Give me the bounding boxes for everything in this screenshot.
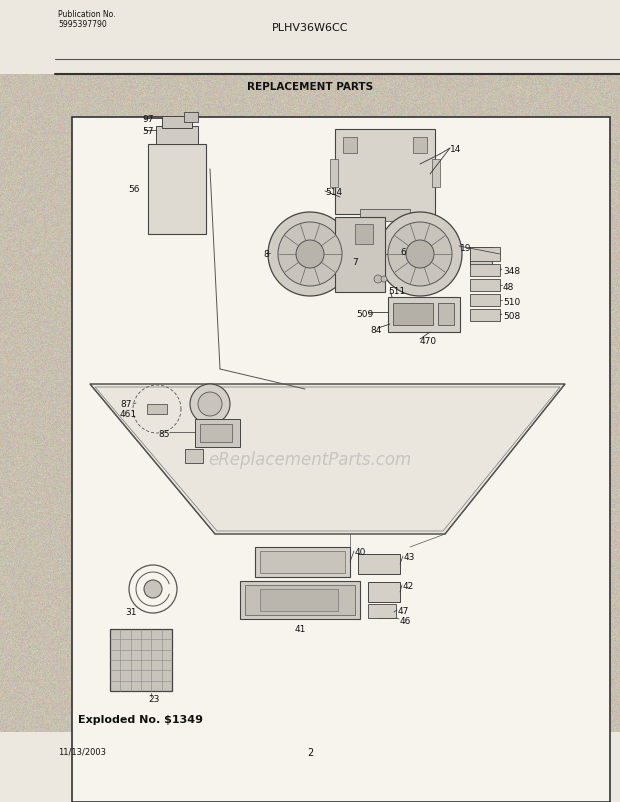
Bar xyxy=(110,630,172,691)
Bar xyxy=(393,304,433,326)
Bar xyxy=(330,160,338,188)
Text: 11/13/2003: 11/13/2003 xyxy=(58,747,106,756)
Text: 508: 508 xyxy=(503,312,520,321)
Text: 470: 470 xyxy=(420,337,437,346)
Text: PLHV36W6CC: PLHV36W6CC xyxy=(272,23,348,33)
Text: Publication No.: Publication No. xyxy=(58,10,115,19)
Bar xyxy=(335,217,385,293)
Circle shape xyxy=(268,213,352,297)
Text: 48: 48 xyxy=(503,282,515,292)
Text: 14: 14 xyxy=(450,145,461,154)
Bar xyxy=(358,554,400,574)
Text: 461: 461 xyxy=(120,410,137,419)
Bar xyxy=(470,248,492,265)
Text: 509: 509 xyxy=(356,310,373,318)
Bar xyxy=(260,551,345,573)
Text: 2: 2 xyxy=(307,747,313,757)
Text: 87: 87 xyxy=(120,399,131,408)
Text: 8: 8 xyxy=(263,249,268,259)
Bar xyxy=(260,589,338,611)
Text: REPLACEMENT PARTS: REPLACEMENT PARTS xyxy=(247,82,373,92)
Bar xyxy=(185,449,203,464)
Text: 46: 46 xyxy=(400,616,412,626)
Text: 7: 7 xyxy=(352,257,358,267)
Bar xyxy=(0,732,620,802)
Bar xyxy=(343,138,357,154)
Bar xyxy=(388,298,460,333)
Bar xyxy=(162,117,192,129)
Bar xyxy=(360,210,410,221)
Text: 43: 43 xyxy=(404,553,415,561)
Circle shape xyxy=(278,223,342,286)
Text: 510: 510 xyxy=(503,298,520,306)
Circle shape xyxy=(190,384,230,424)
Bar xyxy=(335,130,435,215)
Circle shape xyxy=(378,213,462,297)
Text: 19: 19 xyxy=(460,244,471,253)
Text: 97: 97 xyxy=(142,115,154,124)
Bar xyxy=(240,581,360,619)
Bar xyxy=(148,145,206,235)
Bar xyxy=(72,118,610,802)
Bar xyxy=(470,248,500,261)
Text: 84: 84 xyxy=(370,326,381,334)
Polygon shape xyxy=(90,384,565,534)
Circle shape xyxy=(296,241,324,269)
Circle shape xyxy=(388,223,452,286)
Text: 514: 514 xyxy=(325,188,342,196)
Text: 23: 23 xyxy=(148,695,159,703)
Circle shape xyxy=(406,241,434,269)
Text: 5995397790: 5995397790 xyxy=(58,20,107,29)
Bar xyxy=(432,160,440,188)
Bar xyxy=(245,585,355,615)
Circle shape xyxy=(381,277,387,282)
Text: 31: 31 xyxy=(125,607,136,616)
Bar xyxy=(470,265,500,277)
Text: 57: 57 xyxy=(142,127,154,136)
Circle shape xyxy=(144,581,162,598)
Bar xyxy=(470,294,500,306)
Bar xyxy=(438,304,454,326)
Text: 348: 348 xyxy=(503,267,520,276)
Bar xyxy=(0,0,620,75)
Text: 40: 40 xyxy=(355,547,366,557)
Bar xyxy=(355,225,373,245)
Text: 511: 511 xyxy=(388,286,405,296)
Circle shape xyxy=(374,276,382,284)
Text: 41: 41 xyxy=(294,624,306,634)
Bar xyxy=(470,280,500,292)
Text: 6: 6 xyxy=(400,248,405,257)
Bar xyxy=(195,419,240,448)
Bar xyxy=(255,547,350,577)
Bar xyxy=(156,127,198,145)
Text: 85: 85 xyxy=(158,429,169,439)
Text: 42: 42 xyxy=(403,581,414,590)
Bar xyxy=(378,606,394,618)
Bar xyxy=(413,138,427,154)
Bar xyxy=(184,113,198,123)
Circle shape xyxy=(198,392,222,416)
Bar xyxy=(470,310,500,322)
Bar xyxy=(368,604,396,618)
Text: Exploded No. $1349: Exploded No. $1349 xyxy=(78,714,203,724)
Text: 56: 56 xyxy=(128,184,140,194)
Bar xyxy=(368,582,400,602)
Bar xyxy=(147,404,167,415)
Bar xyxy=(200,424,232,443)
Text: eReplacementParts.com: eReplacementParts.com xyxy=(208,451,412,468)
Text: 47: 47 xyxy=(398,606,409,615)
